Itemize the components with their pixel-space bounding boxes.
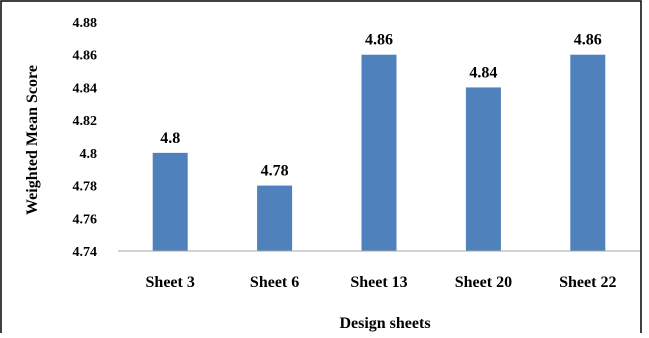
x-tick-label: Sheet 3 (146, 274, 195, 291)
bar-data-label: 4.86 (365, 32, 393, 49)
x-tick-label: Sheet 22 (559, 274, 616, 291)
y-tick-label: 4.88 (73, 16, 98, 31)
y-tick-label: 4.86 (73, 49, 98, 64)
y-tick-label: 4.84 (73, 81, 98, 96)
y-tick-label: 4.8 (80, 147, 98, 162)
y-tick-label: 4.78 (73, 180, 98, 195)
data-labels: 4.8 4.78 4.86 4.84 4.86 (160, 32, 602, 180)
x-tick-label: Sheet 13 (350, 274, 407, 291)
y-axis-ticks: 4.74 4.76 4.78 4.8 4.82 4.84 4.86 4.88 (73, 16, 98, 260)
y-tick-label: 4.82 (73, 114, 98, 129)
bar (257, 185, 293, 251)
bar (570, 54, 606, 251)
x-tick-label: Sheet 20 (455, 274, 512, 291)
y-tick-label: 4.76 (73, 212, 98, 227)
y-axis-title: Weighted Mean Score (24, 65, 41, 215)
x-axis-ticks: Sheet 3 Sheet 6 Sheet 13 Sheet 20 Sheet 22 (146, 274, 617, 291)
bar-data-label: 4.86 (574, 32, 602, 49)
bar-data-label: 4.84 (469, 64, 497, 81)
bar-data-label: 4.8 (160, 130, 180, 147)
x-tick-label: Sheet 6 (250, 274, 299, 291)
bars (152, 54, 606, 251)
bar (361, 54, 397, 251)
x-axis-title: Design sheets (339, 315, 430, 332)
bar (465, 87, 501, 251)
bar-data-label: 4.78 (261, 163, 289, 180)
bar (152, 152, 188, 251)
y-tick-label: 4.74 (73, 245, 98, 260)
